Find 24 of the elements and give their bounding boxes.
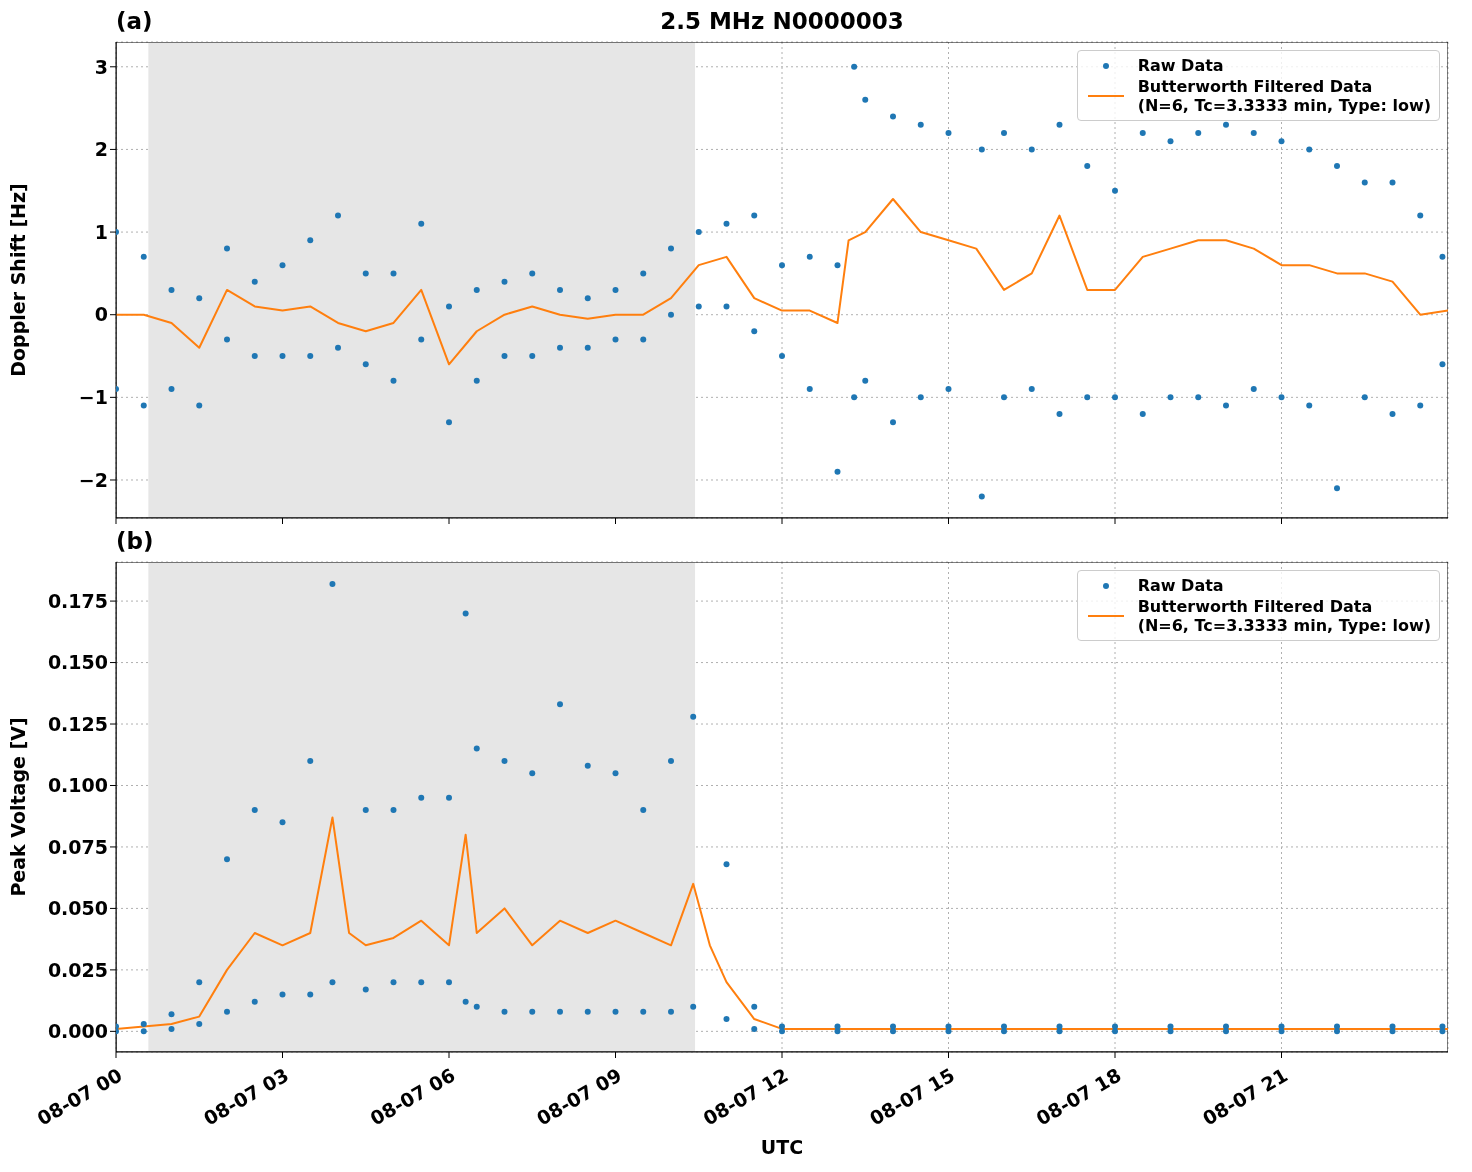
legend-label: Butterworth Filtered Data (N=6, Tc=3.3333 min, Type: low) [1137, 597, 1431, 635]
y-tick-label: 2 [94, 138, 108, 161]
text: (b) [116, 528, 154, 554]
y-axis-title: Peak Voltage [V] [6, 717, 29, 897]
y-tick-label: 0.125 [47, 712, 108, 735]
y-tick-label: −2 [78, 468, 108, 491]
legend-label: Raw Data [1137, 576, 1224, 595]
y-tick-label: 0.150 [47, 651, 108, 674]
y-tick-label: 0.175 [47, 589, 108, 612]
y-tick-label: 0.025 [47, 958, 108, 981]
y-tick-label: 0 [94, 303, 108, 326]
chart-title: 2.5 MHz N0000003 [660, 8, 904, 34]
legend-label: Raw Data [1137, 56, 1224, 75]
y-tick-label: 0.050 [47, 897, 108, 920]
y-axis-title: Doppler Shift [Hz] [6, 183, 29, 377]
text: (a) [116, 8, 153, 34]
y-tick-label: 0.100 [47, 774, 108, 797]
x-axis-title: UTC [760, 1136, 804, 1158]
y-tick-label: 0.000 [47, 1020, 108, 1043]
y-tick-label: −1 [78, 386, 108, 409]
y-tick-label: 3 [94, 55, 108, 78]
y-tick-label: 0.075 [47, 835, 108, 858]
y-tick-label: 1 [94, 220, 108, 243]
legend-label: Butterworth Filtered Data (N=6, Tc=3.3333 min, Type: low) [1137, 77, 1431, 115]
